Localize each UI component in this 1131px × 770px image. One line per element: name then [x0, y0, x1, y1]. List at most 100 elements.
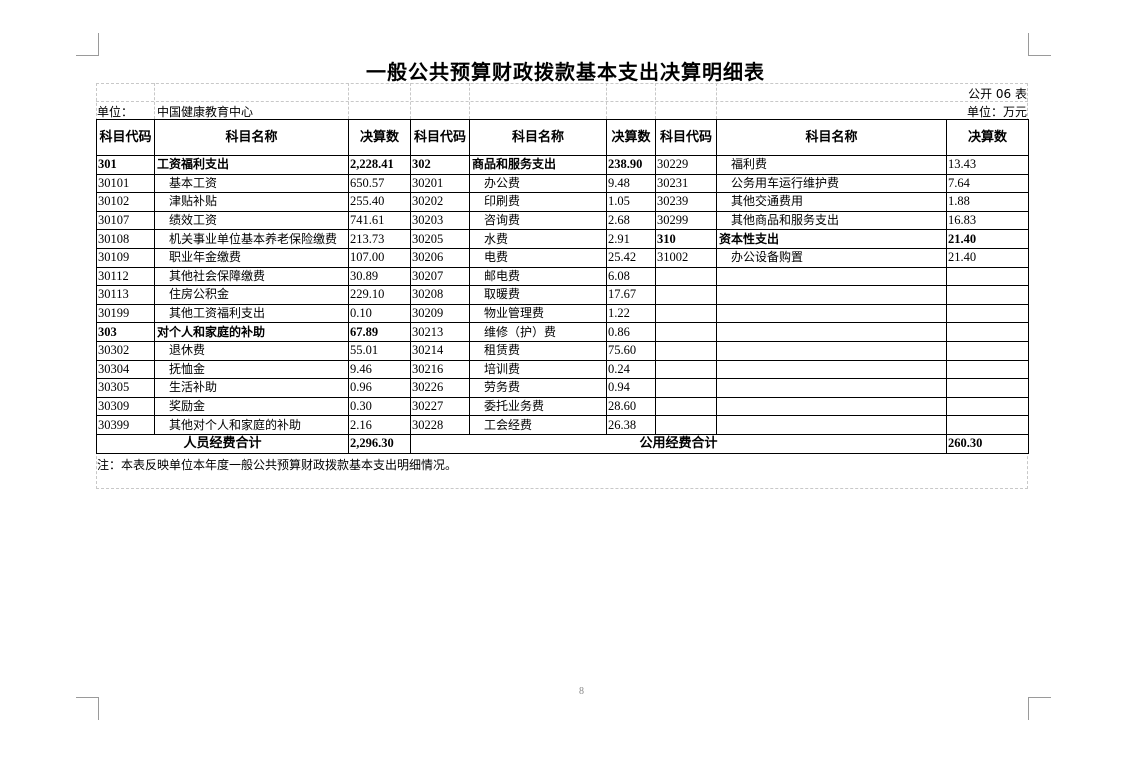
personnel-total-value: 2,296.30 — [348, 433, 411, 454]
cell-name: 维修（护）费 — [469, 322, 607, 342]
cell-amount — [946, 378, 1029, 398]
cell-name — [716, 266, 947, 287]
cell-code: 30231 — [655, 173, 717, 194]
cell-code: 302 — [410, 155, 470, 175]
cell-amount — [946, 303, 1029, 324]
personnel-total-label: 人员经费合计 — [96, 433, 349, 454]
cell-code: 31002 — [655, 247, 717, 268]
unit-label: 单位： — [97, 105, 134, 119]
totals-row: 人员经费合计 2,296.30 公用经费合计 260.30 — [96, 433, 1029, 454]
cell-name: 其他工资福利支出 — [154, 303, 349, 324]
cell-amount: 17.67 — [606, 285, 656, 305]
column-header: 科目代码 — [655, 119, 717, 156]
cell-amount: 28.60 — [606, 396, 656, 417]
cell-amount: 9.46 — [348, 359, 411, 380]
cell-amount — [946, 285, 1029, 305]
cell-amount: 25.42 — [606, 247, 656, 268]
cell-name: 办公设备购置 — [716, 247, 947, 268]
crop-mark — [1028, 697, 1051, 720]
cell-name: 培训费 — [469, 359, 607, 380]
cell-name: 绩效工资 — [154, 210, 349, 231]
cell-code: 30205 — [410, 229, 470, 249]
cell-code — [655, 322, 717, 342]
cell-code: 30203 — [410, 210, 470, 231]
cell-name: 抚恤金 — [154, 359, 349, 380]
cell-amount: 2.91 — [606, 229, 656, 249]
table-row: 30108 机关事业单位基本养老保险缴费 213.73 30205 水费 2.91 310 资… — [96, 229, 1029, 249]
cell-name — [716, 378, 947, 398]
cell-name: 印刷费 — [469, 192, 607, 212]
cell-amount: 26.38 — [606, 415, 656, 435]
cell-code — [655, 359, 717, 380]
cell-amount: 0.96 — [348, 378, 411, 398]
column-header: 科目代码 — [410, 119, 470, 156]
cell-code: 30109 — [96, 247, 155, 268]
cell-name: 租赁费 — [469, 340, 607, 361]
cell-amount: 741.61 — [348, 210, 411, 231]
money-unit: 单位：万元 — [966, 105, 1027, 119]
cell-name: 邮电费 — [469, 266, 607, 287]
table-note: 注：本表反映单位本年度一般公共预算财政拨款基本支出明细情况。 — [97, 458, 458, 472]
cell-amount: 7.64 — [946, 173, 1029, 194]
cell-amount: 1.22 — [606, 303, 656, 324]
cell-amount: 21.40 — [946, 247, 1029, 268]
gridline — [410, 83, 411, 119]
cell-name: 其他对个人和家庭的补助 — [154, 415, 349, 435]
column-header: 科目名称 — [469, 119, 607, 156]
cell-name: 商品和服务支出 — [469, 155, 607, 175]
cell-code: 30202 — [410, 192, 470, 212]
table-row: 30199 其他工资福利支出 0.10 30209 物业管理费 1.22 — [96, 303, 1029, 324]
cell-amount: 238.90 — [606, 155, 656, 175]
cell-code: 30302 — [96, 340, 155, 361]
cell-name: 咨询费 — [469, 210, 607, 231]
cell-amount: 2.16 — [348, 415, 411, 435]
cell-amount: 55.01 — [348, 340, 411, 361]
cell-code: 30199 — [96, 303, 155, 324]
cell-name — [716, 359, 947, 380]
cell-amount — [946, 322, 1029, 342]
cell-amount: 75.60 — [606, 340, 656, 361]
cell-amount: 0.30 — [348, 396, 411, 417]
cell-name: 职业年金缴费 — [154, 247, 349, 268]
cell-amount: 0.10 — [348, 303, 411, 324]
cell-amount: 67.89 — [348, 322, 411, 342]
cell-name: 生活补助 — [154, 378, 349, 398]
cell-name: 退休费 — [154, 340, 349, 361]
table-row: 30399 其他对个人和家庭的补助 2.16 30228 工会经费 26.38 — [96, 415, 1029, 435]
cell-code: 30108 — [96, 229, 155, 249]
cell-code: 30113 — [96, 285, 155, 305]
cell-name: 其他交通费用 — [716, 192, 947, 212]
cell-code: 30101 — [96, 173, 155, 194]
table-number: 公开 06 表 — [968, 87, 1027, 101]
table-row: 30302 退休费 55.01 30214 租赁费 75.60 — [96, 340, 1029, 361]
cell-code: 30216 — [410, 359, 470, 380]
cell-amount: 0.24 — [606, 359, 656, 380]
cell-name: 办公费 — [469, 173, 607, 194]
cell-name: 委托业务费 — [469, 396, 607, 417]
gridline — [716, 83, 717, 119]
cell-name — [716, 303, 947, 324]
cell-code: 303 — [96, 322, 155, 342]
cell-amount: 2.68 — [606, 210, 656, 231]
table-row: 30107 绩效工资 741.61 30203 咨询费 2.68 30299 其他商品和服务支… — [96, 210, 1029, 231]
cell-name: 物业管理费 — [469, 303, 607, 324]
cell-name: 资本性支出 — [716, 229, 947, 249]
table-row: 30309 奖励金 0.30 30227 委托业务费 28.60 — [96, 396, 1029, 417]
cell-name: 公务用车运行维护费 — [716, 173, 947, 194]
cell-code: 30299 — [655, 210, 717, 231]
cell-code: 30208 — [410, 285, 470, 305]
crop-mark — [1028, 33, 1051, 56]
cell-name: 津贴补贴 — [154, 192, 349, 212]
cell-amount: 213.73 — [348, 229, 411, 249]
cell-name — [716, 396, 947, 417]
cell-amount: 16.83 — [946, 210, 1029, 231]
crop-mark — [76, 697, 99, 720]
cell-name — [716, 322, 947, 342]
column-header: 科目名称 — [154, 119, 349, 156]
cell-amount: 1.05 — [606, 192, 656, 212]
table-row: 30305 生活补助 0.96 30226 劳务费 0.94 — [96, 378, 1029, 398]
cell-name: 机关事业单位基本养老保险缴费 — [154, 229, 349, 249]
cell-name: 劳务费 — [469, 378, 607, 398]
column-header: 决算数 — [348, 119, 411, 156]
cell-amount: 13.43 — [946, 155, 1029, 175]
